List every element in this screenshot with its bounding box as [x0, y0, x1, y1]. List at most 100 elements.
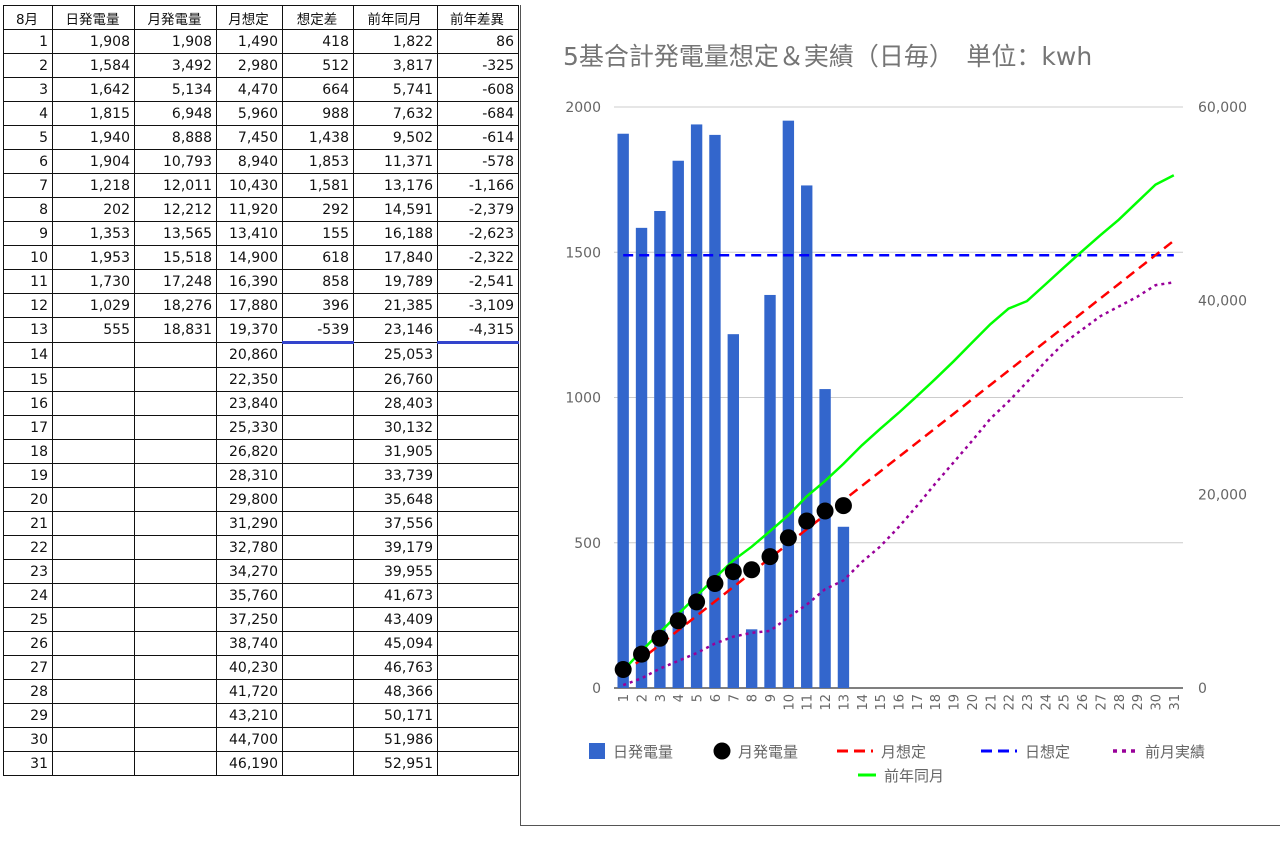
table-cell[interactable]: 10 — [3, 245, 53, 270]
table-cell[interactable] — [134, 751, 217, 776]
table-cell[interactable]: 44,700 — [216, 727, 283, 752]
table-cell[interactable]: 22 — [3, 535, 53, 560]
table-cell[interactable] — [282, 391, 354, 416]
table-cell[interactable] — [437, 463, 519, 488]
table-cell[interactable]: 3,817 — [353, 53, 438, 78]
table-cell[interactable]: 202 — [52, 197, 135, 222]
table-cell[interactable]: 4,470 — [216, 77, 283, 102]
table-cell[interactable]: 20 — [3, 487, 53, 512]
table-cell[interactable] — [282, 583, 354, 608]
table-cell[interactable]: 19 — [3, 463, 53, 488]
table-cell[interactable]: 40,230 — [216, 655, 283, 680]
table-cell[interactable] — [134, 655, 217, 680]
table-cell[interactable]: 8 — [3, 197, 53, 222]
table-cell[interactable]: -4,315 — [437, 317, 519, 344]
table-cell[interactable]: 6 — [3, 149, 53, 174]
table-cell[interactable] — [437, 342, 519, 368]
table-cell[interactable] — [52, 415, 135, 440]
table-cell[interactable] — [437, 751, 519, 776]
table-cell[interactable]: 11 — [3, 269, 53, 294]
table-cell[interactable]: -614 — [437, 125, 519, 150]
table-cell[interactable]: 51,986 — [353, 727, 438, 752]
table-cell[interactable]: 1,581 — [282, 173, 354, 198]
table-cell[interactable]: 9,502 — [353, 125, 438, 150]
table-cell[interactable]: 9 — [3, 221, 53, 246]
table-cell[interactable]: 3,492 — [134, 53, 217, 78]
table-cell[interactable]: 7,632 — [353, 101, 438, 126]
table-cell[interactable]: 23,146 — [353, 317, 438, 343]
table-cell[interactable]: 988 — [282, 101, 354, 126]
table-cell[interactable] — [52, 727, 135, 752]
table-cell[interactable] — [134, 511, 217, 536]
table-cell[interactable] — [437, 631, 519, 656]
table-cell[interactable]: 10,793 — [134, 149, 217, 174]
table-cell[interactable]: 1,490 — [216, 29, 283, 54]
table-cell[interactable] — [437, 559, 519, 584]
table-cell[interactable]: 418 — [282, 29, 354, 54]
table-cell[interactable]: 21,385 — [353, 293, 438, 318]
table-cell[interactable]: 26,820 — [216, 439, 283, 464]
table-cell[interactable]: 26 — [3, 631, 53, 656]
table-cell[interactable]: 1,908 — [134, 29, 217, 54]
table-cell[interactable]: 1,438 — [282, 125, 354, 150]
table-cell[interactable]: 25 — [3, 607, 53, 632]
table-cell[interactable]: 46,190 — [216, 751, 283, 776]
table-cell[interactable] — [437, 439, 519, 464]
table-cell[interactable]: 17,248 — [134, 269, 217, 294]
table-cell[interactable] — [437, 583, 519, 608]
table-cell[interactable] — [282, 535, 354, 560]
table-cell[interactable]: 1,815 — [52, 101, 135, 126]
table-cell[interactable] — [282, 655, 354, 680]
table-cell[interactable]: 41,720 — [216, 679, 283, 704]
table-cell[interactable] — [52, 391, 135, 416]
table-cell[interactable] — [52, 631, 135, 656]
table-cell[interactable]: 30 — [3, 727, 53, 752]
table-cell[interactable]: 37,556 — [353, 511, 438, 536]
table-cell[interactable]: 28,310 — [216, 463, 283, 488]
table-cell[interactable]: 1,218 — [52, 173, 135, 198]
table-cell[interactable]: 15 — [3, 367, 53, 392]
table-cell[interactable]: 12,212 — [134, 197, 217, 222]
table-cell[interactable] — [134, 679, 217, 704]
table-cell[interactable]: 34,270 — [216, 559, 283, 584]
table-cell[interactable] — [282, 751, 354, 776]
column-header[interactable]: 前年同月 — [353, 5, 438, 30]
table-cell[interactable]: 25,053 — [353, 342, 438, 368]
table-cell[interactable] — [134, 535, 217, 560]
table-cell[interactable]: 33,739 — [353, 463, 438, 488]
table-cell[interactable]: 30,132 — [353, 415, 438, 440]
table-cell[interactable]: 25,330 — [216, 415, 283, 440]
table-cell[interactable]: 7,450 — [216, 125, 283, 150]
table-cell[interactable]: 1,584 — [52, 53, 135, 78]
table-cell[interactable]: 15,518 — [134, 245, 217, 270]
table-cell[interactable]: 664 — [282, 77, 354, 102]
table-cell[interactable]: 13,565 — [134, 221, 217, 246]
table-cell[interactable]: 43,210 — [216, 703, 283, 728]
table-cell[interactable]: -325 — [437, 53, 519, 78]
table-cell[interactable]: 46,763 — [353, 655, 438, 680]
table-cell[interactable]: 13 — [3, 317, 53, 343]
table-cell[interactable] — [134, 463, 217, 488]
table-cell[interactable] — [134, 439, 217, 464]
table-cell[interactable] — [134, 391, 217, 416]
table-cell[interactable]: 31,905 — [353, 439, 438, 464]
table-cell[interactable]: 26,760 — [353, 367, 438, 392]
table-cell[interactable]: 41,673 — [353, 583, 438, 608]
table-cell[interactable]: 48,366 — [353, 679, 438, 704]
table-cell[interactable]: 19,789 — [353, 269, 438, 294]
table-cell[interactable]: 1,908 — [52, 29, 135, 54]
table-cell[interactable]: 50,171 — [353, 703, 438, 728]
table-cell[interactable]: 7 — [3, 173, 53, 198]
table-cell[interactable] — [52, 655, 135, 680]
table-cell[interactable] — [437, 727, 519, 752]
table-cell[interactable] — [437, 655, 519, 680]
table-cell[interactable]: -578 — [437, 149, 519, 174]
table-cell[interactable] — [52, 559, 135, 584]
table-cell[interactable]: -1,166 — [437, 173, 519, 198]
table-cell[interactable]: 1,730 — [52, 269, 135, 294]
table-cell[interactable] — [134, 415, 217, 440]
table-cell[interactable]: 14 — [3, 342, 53, 368]
table-cell[interactable] — [134, 607, 217, 632]
table-cell[interactable]: 512 — [282, 53, 354, 78]
table-cell[interactable] — [134, 583, 217, 608]
